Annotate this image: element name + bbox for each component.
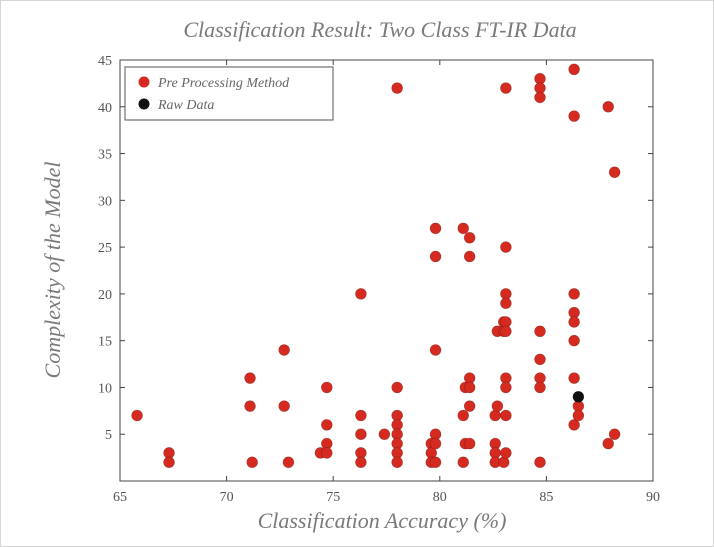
data-point-preprocessing: [602, 100, 615, 113]
data-point-preprocessing: [378, 428, 391, 441]
data-point-preprocessing: [457, 409, 470, 422]
y-tick-label: 5: [105, 428, 112, 443]
data-point-preprocessing: [500, 297, 512, 310]
data-point-preprocessing: [463, 381, 476, 394]
data-point-preprocessing: [534, 353, 546, 366]
data-point-preprocessing: [568, 372, 580, 384]
data-point-preprocessing: [429, 456, 442, 469]
data-point-preprocessing: [429, 437, 442, 450]
data-point-preprocessing: [568, 288, 580, 300]
data-point-preprocessing: [391, 82, 403, 94]
data-point-preprocessing: [355, 456, 367, 469]
data-point-preprocessing: [500, 241, 512, 253]
legend-label: Pre Processing Method: [157, 76, 290, 91]
data-point-preprocessing: [391, 456, 403, 469]
y-tick-label: 15: [98, 335, 112, 350]
data-point-preprocessing: [457, 456, 470, 469]
data-point-preprocessing: [244, 372, 256, 384]
data-point-preprocessing: [321, 381, 333, 394]
legend-box: [124, 66, 334, 121]
data-point-preprocessing: [500, 447, 512, 459]
data-point-preprocessing: [429, 344, 442, 356]
y-tick-label: 25: [98, 241, 112, 256]
data-point-preprocessing: [463, 437, 476, 450]
legend-marker: [138, 98, 150, 110]
plot-area: [119, 59, 654, 482]
data-point-preprocessing: [534, 325, 546, 338]
data-point-preprocessing: [321, 419, 333, 431]
data-point-preprocessing: [131, 409, 143, 422]
x-tick-label: 90: [646, 490, 660, 505]
chart-title: Classification Result: Two Class FT-IR D…: [183, 17, 576, 42]
data-point-preprocessing: [244, 400, 256, 412]
y-tick-label: 10: [98, 381, 112, 396]
y-axis-label: Complexity of the Model: [40, 162, 65, 379]
data-point-preprocessing: [608, 166, 621, 179]
data-point-raw: [572, 390, 585, 403]
data-point-preprocessing: [602, 437, 615, 450]
data-point-preprocessing: [355, 288, 367, 300]
data-point-preprocessing: [278, 344, 290, 356]
legend: Pre Processing Method Raw Data: [124, 66, 334, 121]
data-point-preprocessing: [463, 231, 476, 244]
data-point-preprocessing: [568, 316, 580, 328]
x-axis: 65 70 75 80 85 90: [113, 60, 660, 505]
legend-marker: [138, 76, 150, 88]
x-axis-label: Classification Accuracy (%): [258, 508, 507, 533]
y-tick-label: 40: [98, 101, 112, 116]
data-point-preprocessing: [534, 456, 546, 469]
x-tick-label: 80: [433, 490, 447, 505]
x-tick-label: 75: [326, 490, 340, 505]
data-point-preprocessing: [163, 456, 175, 469]
data-point-preprocessing: [491, 400, 504, 412]
data-point-preprocessing: [463, 250, 476, 263]
data-point-preprocessing: [463, 400, 476, 412]
data-point-preprocessing: [355, 409, 367, 422]
data-point-preprocessing: [246, 456, 258, 469]
x-tick-label: 85: [539, 490, 553, 505]
data-point-preprocessing: [457, 222, 470, 235]
data-point-preprocessing: [608, 428, 621, 441]
data-point-preprocessing: [391, 381, 403, 394]
data-point-preprocessing: [429, 250, 442, 263]
x-tick-label: 70: [220, 490, 234, 505]
data-point-preprocessing: [500, 381, 512, 394]
data-point-preprocessing: [500, 82, 512, 94]
data-points: [131, 63, 621, 469]
data-point-preprocessing: [500, 325, 512, 338]
data-point-preprocessing: [534, 381, 546, 394]
data-point-preprocessing: [568, 63, 580, 76]
data-point-preprocessing: [429, 222, 442, 235]
data-point-preprocessing: [568, 110, 580, 122]
legend-label: Raw Data: [157, 98, 214, 113]
y-tick-label: 20: [98, 288, 112, 303]
x-tick-label: 65: [113, 490, 127, 505]
data-point-preprocessing: [278, 400, 290, 412]
data-point-preprocessing: [568, 334, 580, 347]
y-tick-label: 45: [98, 54, 112, 69]
data-point-preprocessing: [534, 91, 546, 104]
y-tick-label: 35: [98, 148, 112, 163]
data-point-preprocessing: [572, 409, 585, 422]
data-point-preprocessing: [282, 456, 295, 469]
y-axis: 5 10 15 20 25 30 35 40 45: [98, 54, 653, 443]
data-point-preprocessing: [500, 409, 512, 422]
y-tick-label: 30: [98, 194, 112, 209]
data-point-preprocessing: [321, 447, 333, 459]
data-point-preprocessing: [355, 428, 367, 441]
data-point-preprocessing: [568, 419, 580, 431]
